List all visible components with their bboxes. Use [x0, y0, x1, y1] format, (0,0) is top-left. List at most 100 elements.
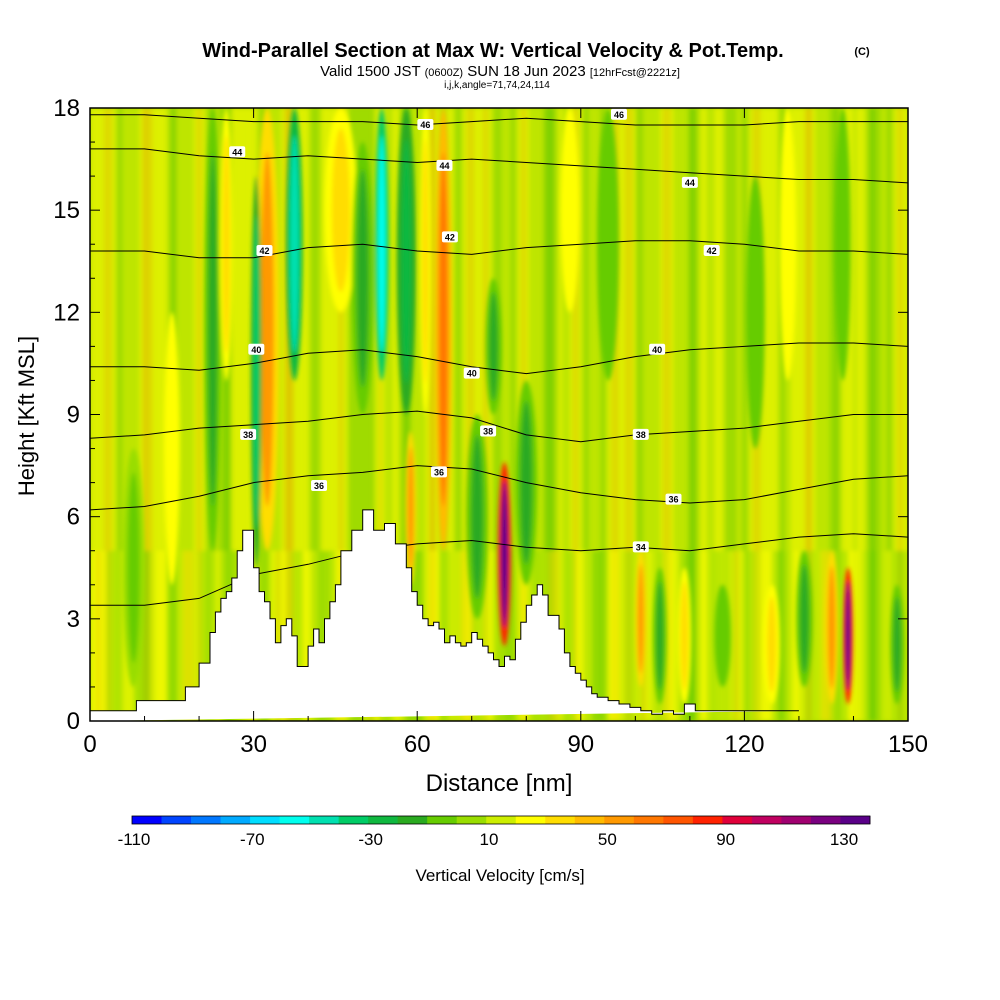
velocity-band	[152, 108, 157, 721]
velocity-band	[766, 108, 770, 721]
velocity-band	[725, 108, 729, 721]
velocity-band	[782, 108, 786, 721]
velocity-band	[245, 108, 249, 721]
colorbar-swatch	[250, 816, 280, 824]
velocity-band-low	[460, 550, 467, 721]
contour-label-box	[248, 343, 265, 355]
velocity-band	[616, 108, 620, 721]
colorbar-tick-label: -110	[118, 830, 151, 849]
velocity-band	[635, 108, 639, 721]
velocity-band	[376, 108, 380, 721]
contour-label: 42	[441, 231, 458, 243]
velocity-band	[763, 108, 767, 721]
contour-label: 38	[240, 428, 257, 440]
velocity-band-low	[199, 550, 206, 721]
velocity-band	[190, 108, 195, 721]
velocity-band	[477, 108, 481, 721]
velocity-band	[411, 108, 416, 721]
velocity-band-low	[733, 550, 740, 721]
velocity-band-low	[602, 550, 609, 721]
velocity-band	[155, 108, 159, 721]
velocity-core-center	[222, 135, 231, 354]
velocity-band	[542, 108, 546, 721]
colorbar-tick-label: 90	[716, 830, 735, 849]
velocity-band	[828, 108, 833, 721]
velocity-band	[613, 108, 617, 721]
velocity-band	[610, 108, 615, 721]
velocity-band-low	[149, 550, 157, 721]
velocity-band-low	[738, 550, 745, 721]
colorbar-swatch	[574, 816, 605, 824]
velocity-band-low	[171, 550, 178, 721]
colorbar-swatch	[279, 816, 310, 824]
velocity-band-low	[853, 550, 860, 721]
colorbar-swatch	[633, 816, 664, 824]
velocity-band	[621, 108, 626, 721]
velocity-band	[809, 108, 814, 721]
velocity-band	[193, 108, 197, 721]
velocity-band	[499, 108, 503, 721]
velocity-band	[395, 108, 399, 721]
velocity-band	[730, 108, 735, 721]
velocity-band-low	[177, 550, 184, 721]
colorbar-swatch	[545, 816, 576, 824]
velocity-band	[199, 108, 203, 721]
velocity-band	[831, 108, 835, 721]
velocity-band	[670, 108, 675, 721]
velocity-band-low	[308, 550, 315, 721]
velocity-band	[818, 108, 822, 721]
velocity-band	[103, 108, 107, 721]
velocity-band	[785, 108, 789, 721]
velocity-core-center	[260, 152, 274, 507]
velocity-band	[583, 108, 587, 721]
colorbar	[131, 815, 871, 825]
velocity-band	[428, 108, 432, 721]
velocity-band-low	[858, 550, 865, 721]
velocity-band	[558, 108, 563, 721]
velocity-core-center	[680, 581, 689, 691]
potential-temperature-contours	[90, 114, 908, 606]
velocity-band-low	[618, 550, 626, 721]
velocity-band	[507, 108, 511, 721]
velocity-band	[567, 108, 571, 721]
forecast-label: [12hrFcst@2221z]	[590, 67, 680, 79]
colorbar-swatch	[368, 816, 399, 824]
velocity-band	[313, 108, 317, 721]
velocity-band	[144, 108, 148, 721]
contour-label-text: 36	[434, 467, 444, 477]
velocity-core-center	[422, 138, 429, 384]
velocity-band	[575, 108, 579, 721]
velocity-band	[128, 108, 132, 721]
velocity-band	[539, 108, 544, 721]
velocity-band	[485, 108, 489, 721]
velocity-core-center	[767, 596, 777, 693]
contour-label-box	[436, 159, 453, 171]
velocity-band-low	[106, 550, 113, 721]
velocity-band	[618, 108, 623, 721]
velocity-band-low	[111, 550, 118, 721]
isentrope-38	[90, 410, 908, 443]
velocity-band	[398, 108, 402, 721]
velocity-band	[488, 108, 492, 721]
colorbar-swatch	[161, 816, 192, 824]
velocity-band-low	[608, 550, 615, 721]
velocity-band-low	[302, 550, 309, 721]
colorbar-tick-label: -70	[240, 830, 265, 849]
velocity-band-low	[95, 550, 102, 721]
velocity-band-low	[204, 550, 211, 721]
velocity-band	[788, 108, 792, 721]
colorbar-swatch	[132, 816, 162, 824]
velocity-band-low	[575, 550, 582, 721]
velocity-band	[777, 108, 781, 721]
contour-label-box	[417, 119, 434, 131]
velocity-band	[719, 108, 724, 721]
velocity-band	[490, 108, 495, 721]
velocity-band-low	[613, 550, 620, 721]
velocity-band	[324, 108, 328, 721]
velocity-band	[158, 108, 162, 721]
chart-title: Wind-Parallel Section at Max W: Vertical…	[202, 40, 783, 62]
velocity-band	[629, 108, 634, 721]
velocity-band	[466, 108, 470, 721]
velocity-band	[779, 108, 784, 721]
